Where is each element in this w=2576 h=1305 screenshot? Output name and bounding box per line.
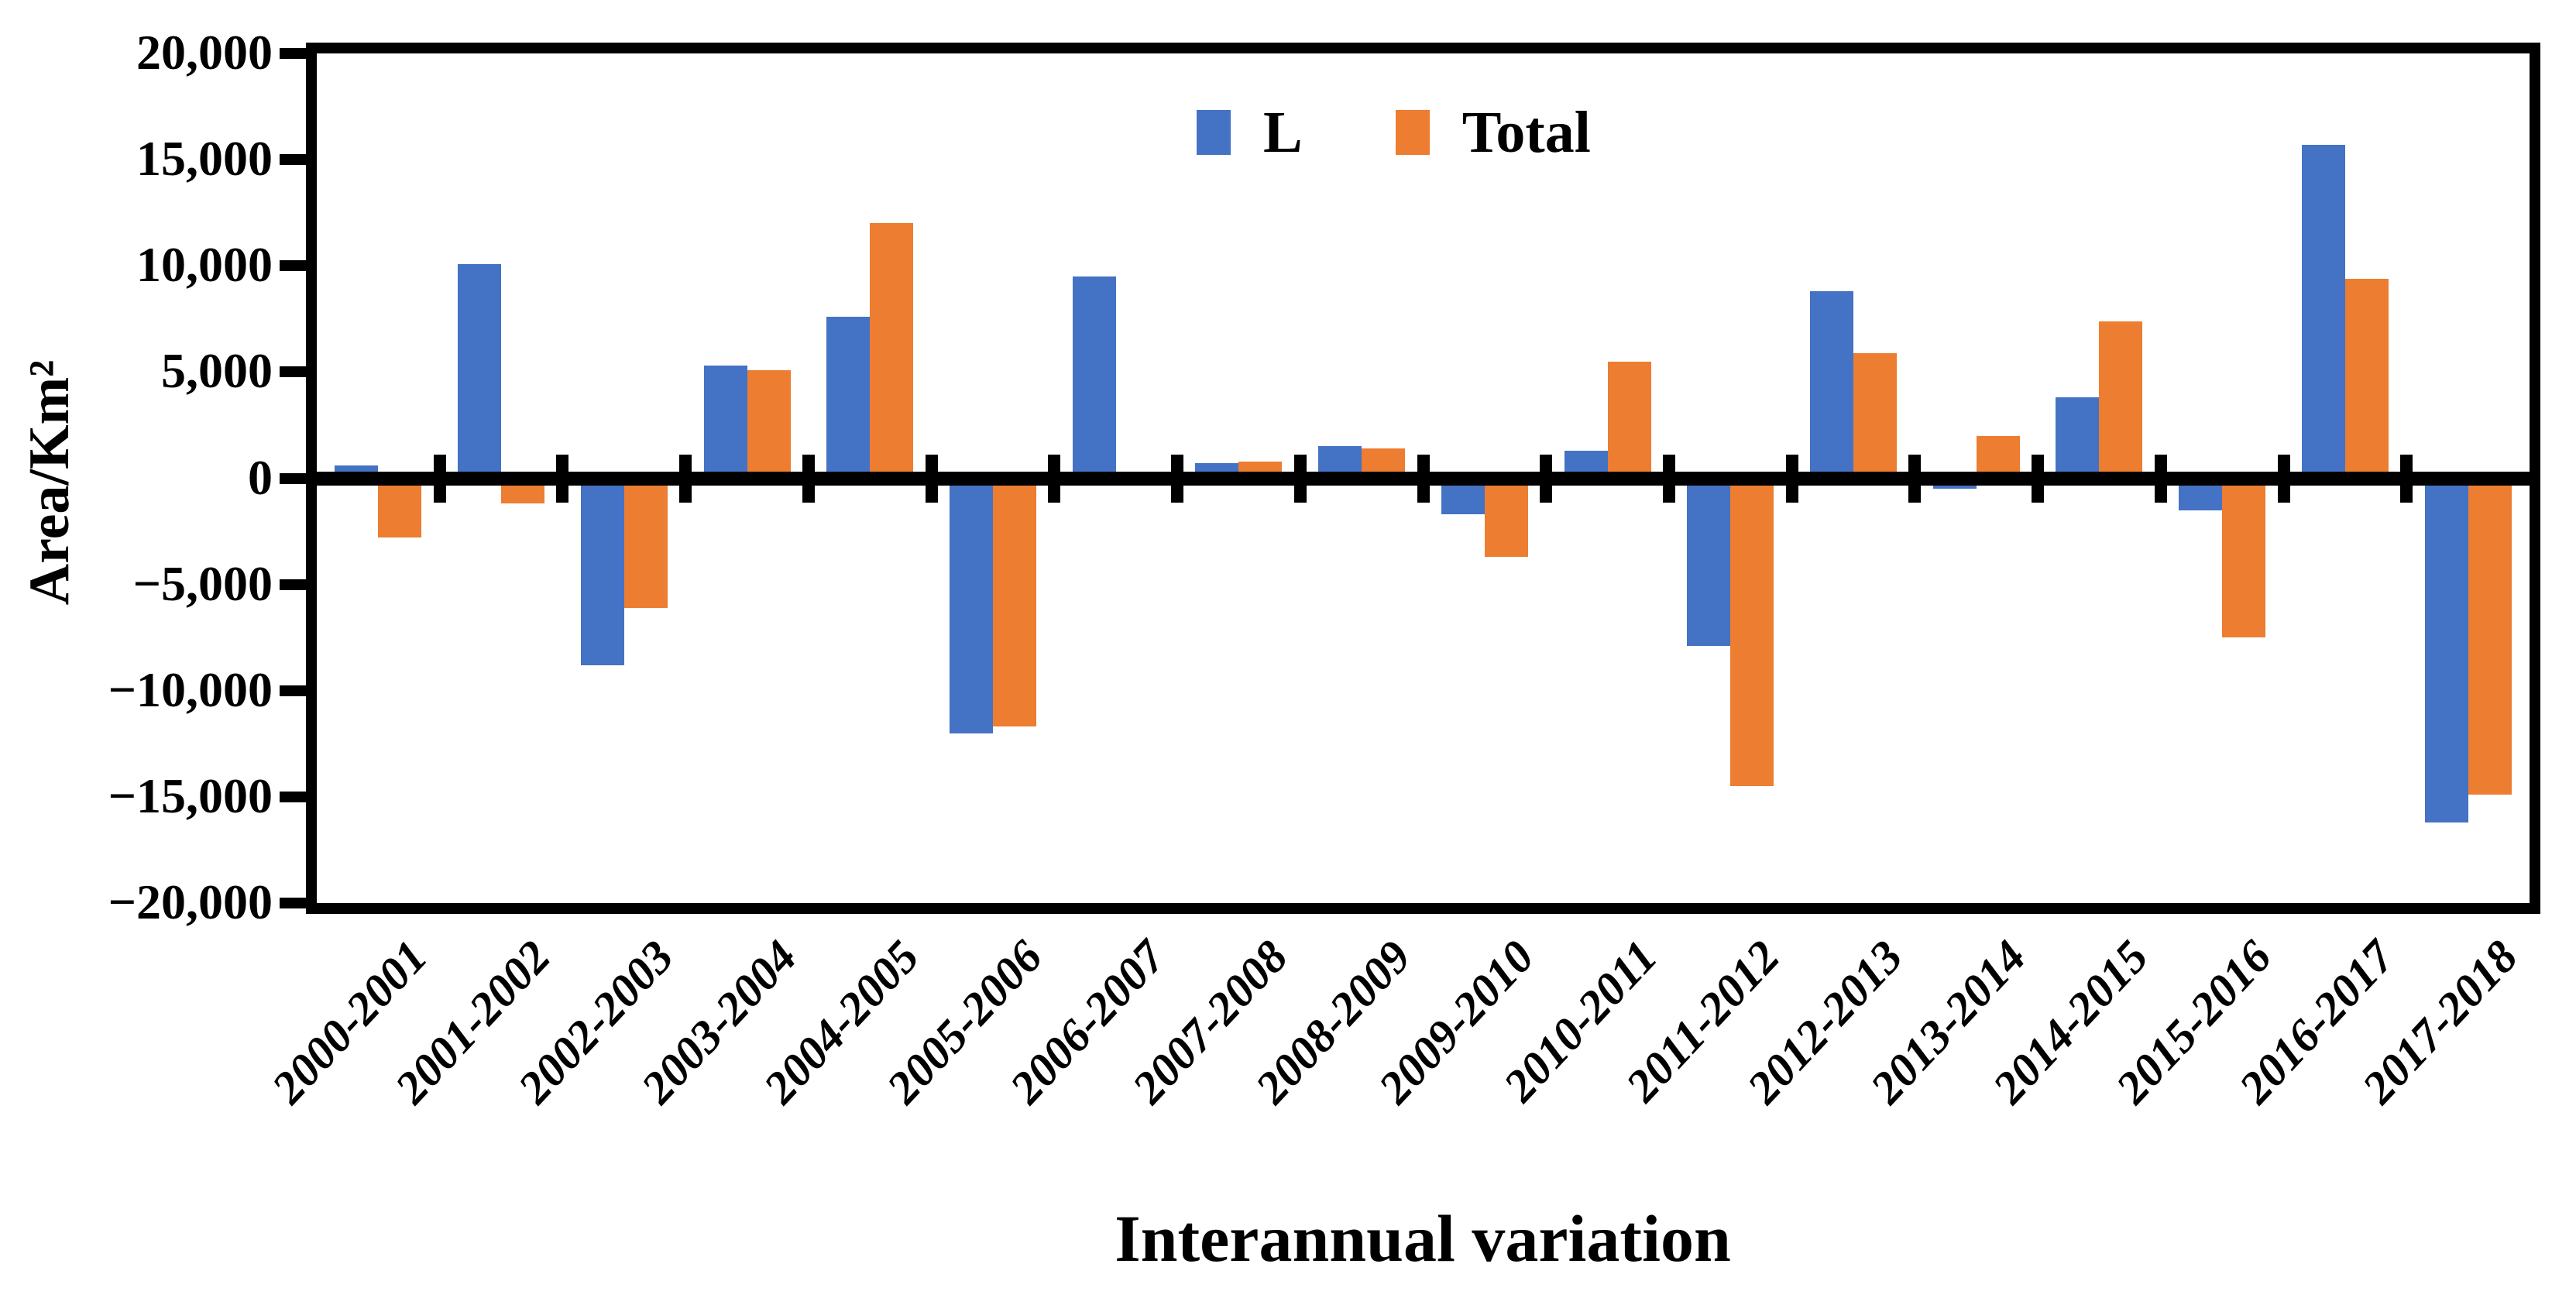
bar-Total-2015-2016: [2222, 478, 2266, 638]
x-axis-tick: [2277, 454, 2290, 503]
bar-L-2001-2002: [458, 263, 502, 479]
legend-swatch-Total: [1395, 110, 1430, 155]
bar-Total-2010-2011: [1607, 361, 1651, 479]
bar-Total-2003-2004: [747, 369, 791, 479]
bar-Total-2014-2015: [2099, 321, 2143, 479]
x-axis-tick: [1908, 454, 1922, 503]
bar-Total-2011-2012: [1730, 478, 1774, 787]
bar-Total-2017-2018: [2468, 478, 2512, 795]
legend-item-L: L: [1197, 103, 1303, 162]
x-axis-tick: [802, 454, 815, 503]
bar-Total-2013-2014: [1976, 435, 2020, 479]
y-axis-tick: [280, 791, 306, 802]
legend-label-L: L: [1263, 100, 1303, 165]
bar-L-2012-2013: [1810, 291, 1854, 479]
x-axis-tick: [1171, 454, 1184, 503]
y-axis-tick: [280, 472, 306, 484]
x-axis-title: Interannual variation: [1115, 1201, 1731, 1276]
x-axis-tick: [1417, 454, 1430, 503]
bar-L-2017-2018: [2424, 478, 2468, 822]
y-axis-tick: [280, 260, 306, 272]
legend-item-Total: Total: [1395, 100, 1591, 165]
y-axis-tick: [280, 154, 306, 166]
y-axis-tick-label: 15,000: [136, 131, 273, 187]
y-axis-tick-label: 20,000: [136, 25, 273, 80]
bar-Total-2004-2005: [870, 223, 914, 479]
y-axis-tick-label: 5,000: [161, 343, 273, 399]
y-axis-tick: [280, 48, 306, 59]
legend-label-Total: Total: [1461, 100, 1591, 165]
x-axis-tick: [1048, 454, 1061, 503]
y-axis-tick-label: 0: [248, 449, 273, 505]
y-axis-tick: [280, 898, 306, 908]
bar-L-2006-2007: [1072, 276, 1116, 479]
y-axis-tick: [280, 685, 306, 696]
bar-L-2002-2003: [580, 478, 624, 665]
x-axis-tick: [679, 454, 692, 503]
x-axis-tick: [1540, 454, 1553, 503]
y-axis-tick-label: −5,000: [132, 555, 273, 611]
bar-L-2003-2004: [703, 366, 747, 479]
x-axis-tick: [1293, 454, 1307, 503]
bar-Total-2005-2006: [992, 478, 1036, 727]
y-axis-tick-label: −10,000: [108, 661, 273, 717]
y-axis-tick: [280, 579, 306, 590]
bar-Total-2000-2001: [378, 478, 422, 538]
bar-L-2005-2006: [949, 478, 993, 733]
legend-swatch-L: [1197, 110, 1231, 155]
y-axis-tick: [280, 366, 306, 378]
x-axis-tick: [433, 454, 446, 503]
bar-Total-2012-2013: [1853, 352, 1898, 479]
bar-L-2011-2012: [1687, 478, 1731, 647]
y-axis-tick-label: −20,000: [108, 874, 273, 929]
bar-Total-2016-2017: [2344, 278, 2389, 479]
bar-L-2016-2017: [2301, 144, 2345, 479]
chart-legend: L Total: [1197, 103, 1591, 162]
x-axis-tick: [2400, 454, 2413, 503]
x-axis-tick: [925, 454, 938, 503]
bar-L-2004-2005: [826, 317, 871, 479]
y-axis-tick-label: −15,000: [108, 768, 273, 823]
y-axis-tick-label: 10,000: [136, 237, 273, 293]
x-axis-tick: [2032, 454, 2045, 503]
x-axis-tick: [2154, 454, 2167, 503]
x-axis-tick: [1662, 454, 1675, 503]
bar-L-2014-2015: [2056, 397, 2100, 479]
x-axis-tick: [556, 454, 569, 503]
bar-Total-2009-2010: [1484, 478, 1528, 557]
bar-Total-2002-2003: [623, 478, 668, 608]
x-axis-tick: [1785, 454, 1798, 503]
